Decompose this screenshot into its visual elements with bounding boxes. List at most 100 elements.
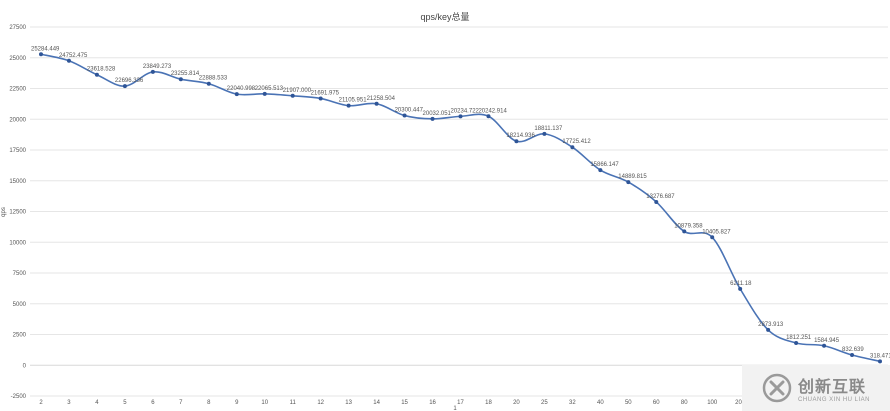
- x-tick-label: 10: [261, 400, 268, 406]
- x-tick-label: 20: [513, 400, 520, 406]
- data-label: 24752.475: [59, 53, 88, 59]
- brand-logo-icon: [762, 373, 792, 403]
- x-tick-label: 18: [485, 400, 492, 406]
- data-label: 21691.975: [311, 90, 340, 96]
- data-label: 22065.513: [255, 86, 284, 92]
- data-label: 18811.137: [534, 126, 563, 132]
- data-point: [262, 91, 267, 96]
- data-label: 22888.533: [199, 76, 228, 82]
- data-label: 23849.273: [143, 64, 172, 70]
- y-tick-label: 15000: [9, 179, 26, 185]
- x-tick-label: 8: [207, 400, 211, 406]
- watermark: 创新互联 CHUANG XIN HU LIAN: [742, 365, 890, 411]
- series-group: [39, 52, 882, 364]
- y-tick-label: 22500: [9, 87, 26, 93]
- y-tick-label: -2500: [11, 394, 27, 400]
- data-point: [94, 72, 99, 77]
- data-label: 20234.722: [451, 108, 480, 114]
- data-label: 10879.358: [674, 223, 703, 229]
- data-point: [654, 199, 659, 204]
- data-label: 21258.504: [367, 96, 396, 102]
- x-tick-label: 100: [707, 400, 718, 406]
- y-tick-label: 17500: [9, 148, 26, 154]
- data-label: 20032.051: [423, 111, 452, 117]
- x-tick-label: 17: [457, 400, 464, 406]
- data-point: [290, 93, 295, 98]
- y-axis-ticks: -2500 0 2500 5000 7500 10000 12500 15000 17500 20…: [9, 25, 26, 400]
- data-label: 23618.528: [87, 67, 116, 73]
- x-tick-label: 14: [373, 400, 380, 406]
- data-point: [598, 168, 603, 173]
- x-tick-label: 4: [95, 400, 99, 406]
- data-point: [486, 114, 491, 119]
- data-label: 10405.827: [702, 229, 731, 235]
- x-axis-label: 1: [453, 406, 457, 411]
- data-label: 6211.18: [730, 281, 752, 287]
- series-line: [40, 53, 881, 363]
- data-point: [122, 84, 127, 89]
- data-point: [346, 103, 351, 108]
- watermark-text: 创新互联: [797, 379, 866, 396]
- x-tick-label: 25: [541, 400, 548, 406]
- x-tick-label: 50: [625, 400, 632, 406]
- x-tick-label: 9: [235, 400, 239, 406]
- y-tick-label: 0: [23, 363, 27, 369]
- data-label: 22040.998: [227, 86, 256, 92]
- data-label: 14889.815: [618, 174, 647, 180]
- data-point: [626, 180, 631, 185]
- data-label: 15866.147: [590, 162, 619, 168]
- data-point: [374, 101, 379, 106]
- x-tick-label: 12: [317, 400, 324, 406]
- y-tick-label: 2500: [13, 333, 27, 339]
- y-tick-label: 20000: [9, 117, 26, 123]
- data-label: 20242.914: [478, 108, 507, 114]
- data-label: 1584.945: [814, 338, 840, 344]
- data-point: [66, 58, 71, 63]
- x-tick-label: 3: [67, 400, 71, 406]
- y-tick-label: 5000: [13, 302, 27, 308]
- x-tick-label: 16: [429, 400, 436, 406]
- data-point: [822, 343, 827, 348]
- x-tick-label: 80: [681, 400, 688, 406]
- data-point: [850, 353, 855, 358]
- x-tick-label: 60: [653, 400, 660, 406]
- y-tick-label: 12500: [9, 210, 26, 216]
- data-label: 17725.412: [562, 139, 591, 145]
- data-point: [206, 81, 211, 86]
- x-tick-label: 7: [179, 400, 183, 406]
- data-point: [542, 131, 547, 136]
- data-point: [150, 69, 155, 74]
- data-label: 18214.936: [506, 133, 535, 139]
- x-tick-label: 6: [151, 400, 155, 406]
- data-point: [570, 145, 575, 150]
- data-point: [178, 77, 183, 82]
- data-label: 20300.447: [395, 108, 424, 114]
- data-point: [794, 340, 799, 345]
- grid-lines: [30, 26, 888, 397]
- data-point: [738, 286, 743, 291]
- data-point: [430, 116, 435, 121]
- y-axis-label: qps: [1, 207, 7, 217]
- data-point: [402, 113, 407, 118]
- data-label: 1812.251: [786, 335, 812, 341]
- data-point: [514, 139, 519, 144]
- data-label: 25284.449: [31, 46, 60, 52]
- data-label: 23255.814: [171, 71, 200, 77]
- data-label: 21105.951: [339, 98, 368, 104]
- data-point: [710, 235, 715, 240]
- x-tick-label: 2: [39, 400, 43, 406]
- x-tick-label: 32: [569, 400, 576, 406]
- y-tick-label: 27500: [9, 25, 26, 31]
- data-point: [458, 114, 463, 119]
- data-point: [682, 229, 687, 234]
- y-tick-label: 25000: [9, 56, 26, 62]
- x-tick-label: 200: [735, 400, 746, 406]
- x-tick-label: 5: [123, 400, 127, 406]
- data-label: 21907.000: [283, 88, 312, 94]
- data-point: [766, 327, 771, 332]
- x-tick-label: 13: [345, 400, 352, 406]
- x-tick-label: 40: [597, 400, 604, 406]
- y-tick-label: 10000: [9, 240, 26, 246]
